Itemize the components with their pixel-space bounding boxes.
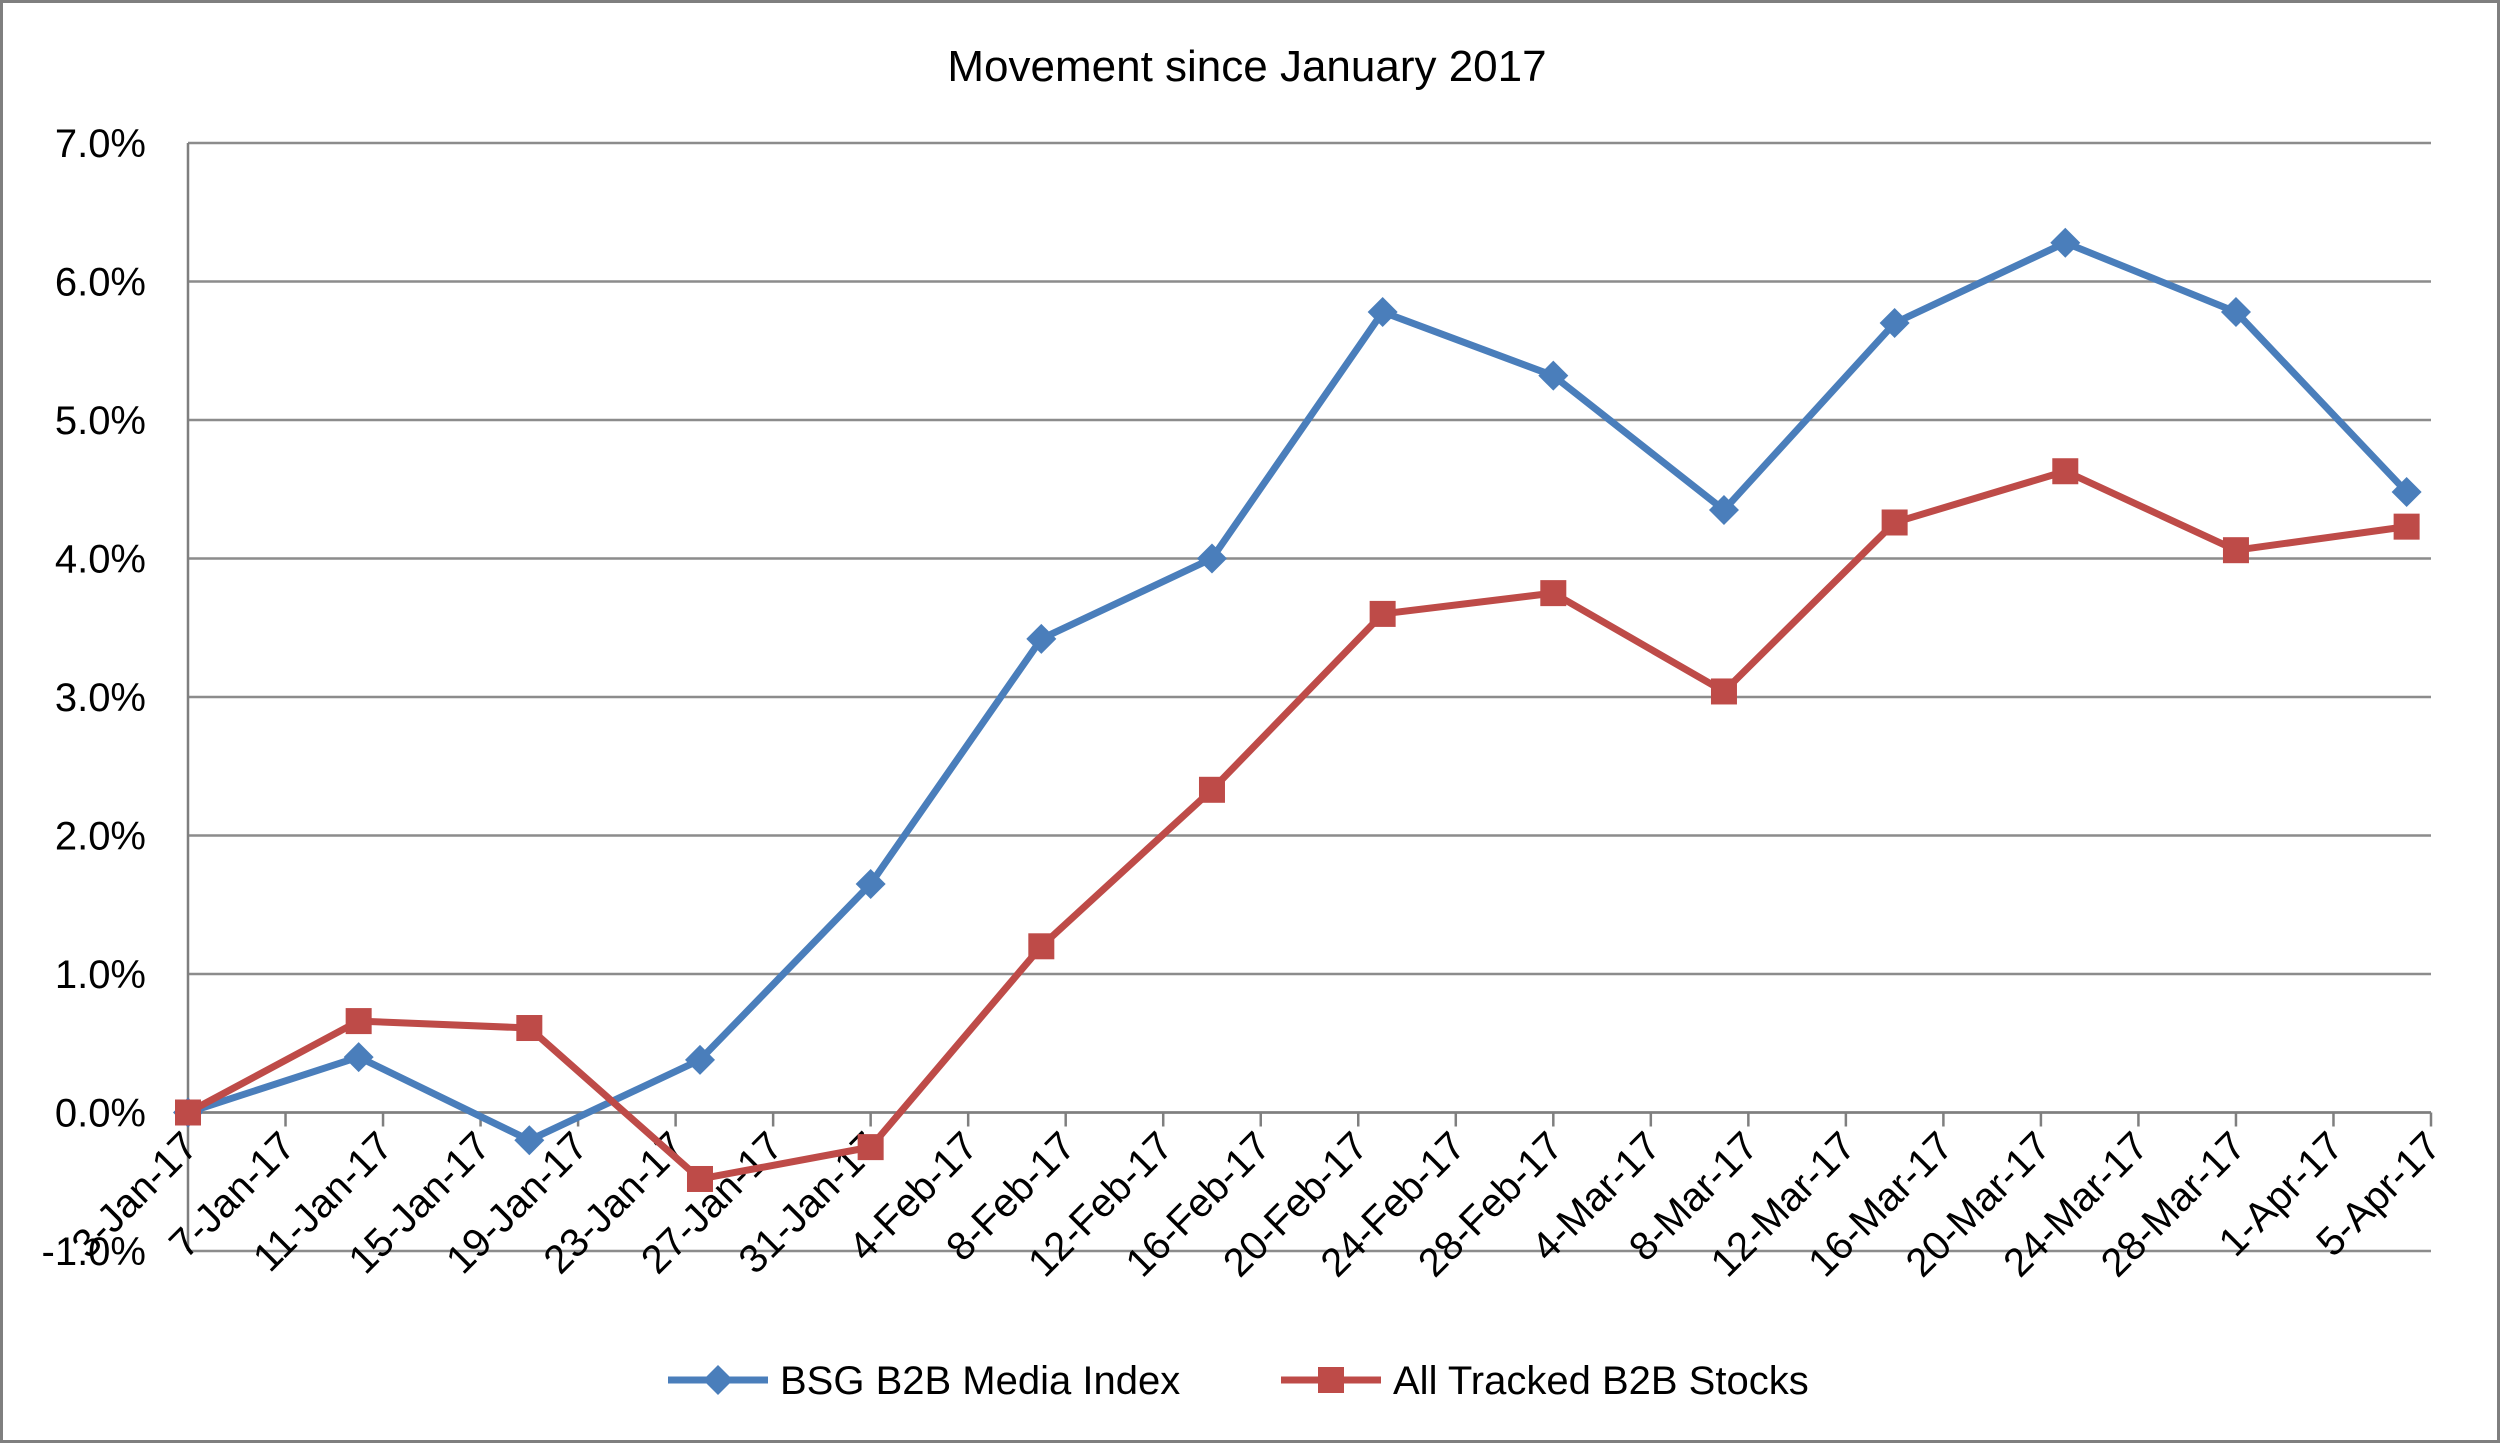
data-point <box>1026 623 1057 654</box>
data-point <box>175 1099 201 1126</box>
y-tick-label: 4.0% <box>55 538 146 582</box>
data-point <box>1708 495 1739 526</box>
line-chart: Movement since January 2017 -1.0% 0.0% 1.0… <box>42 42 2450 1403</box>
series-line <box>186 467 2408 1183</box>
series-line <box>186 239 2410 1144</box>
series-1 <box>173 227 2422 1156</box>
x-axis-tick-labels: 3-Jan-177-Jan-1711-Jan-1715-Jan-1719-Jan… <box>64 1124 2450 1286</box>
legend: BSG B2B Media Index All Tracked B2B Stock… <box>668 1359 1809 1403</box>
data-point <box>345 1008 372 1035</box>
y-tick-label: 0.0% <box>55 1092 146 1136</box>
data-point <box>1879 308 1910 339</box>
data-point <box>1538 360 1569 391</box>
data-point <box>686 1165 713 1192</box>
legend-label: BSG B2B Media Index <box>780 1359 1180 1403</box>
data-point <box>2222 537 2249 564</box>
data-point <box>343 1042 374 1073</box>
data-point <box>1540 580 1567 607</box>
data-point <box>1196 543 1227 574</box>
data-point <box>2052 458 2079 485</box>
gridlines <box>188 141 2431 1253</box>
y-tick-label: 5.0% <box>55 399 146 443</box>
data-point <box>514 1125 545 1156</box>
y-tick-label: 1.0% <box>55 953 146 997</box>
data-point <box>1369 600 1396 627</box>
y-tick-label: 7.0% <box>55 122 146 166</box>
data-point <box>684 1044 715 1075</box>
data-point <box>1881 509 1908 536</box>
y-axis-tick-labels: -1.0% 0.0% 1.0% 2.0% 3.0% 4.0% 5.0% 6.0% 7.0% <box>42 122 147 1274</box>
legend-marker <box>1318 1367 1344 1393</box>
data-point <box>516 1015 543 1042</box>
data-point <box>2393 513 2420 540</box>
data-point <box>1367 296 1398 327</box>
legend-label: All Tracked B2B Stocks <box>1393 1359 1809 1403</box>
legend-marker <box>703 1365 733 1395</box>
y-tick-label: 2.0% <box>55 815 146 859</box>
data-point <box>2050 227 2081 258</box>
legend-item: BSG B2B Media Index <box>668 1359 1180 1403</box>
data-point <box>2220 296 2251 327</box>
data-point <box>1028 933 1055 960</box>
chart-title: Movement since January 2017 <box>947 42 1546 91</box>
legend-item: All Tracked B2B Stocks <box>1281 1359 1809 1403</box>
y-tick-label: -1.0% <box>42 1230 147 1274</box>
data-point <box>855 868 886 899</box>
series-2 <box>175 458 2420 1192</box>
y-tick-label: 6.0% <box>55 261 146 305</box>
data-point <box>857 1134 884 1161</box>
data-point <box>1198 776 1225 803</box>
y-tick-label: 3.0% <box>55 676 146 720</box>
series-lines <box>173 227 2422 1192</box>
data-point <box>1710 678 1737 705</box>
data-point <box>2391 477 2422 508</box>
